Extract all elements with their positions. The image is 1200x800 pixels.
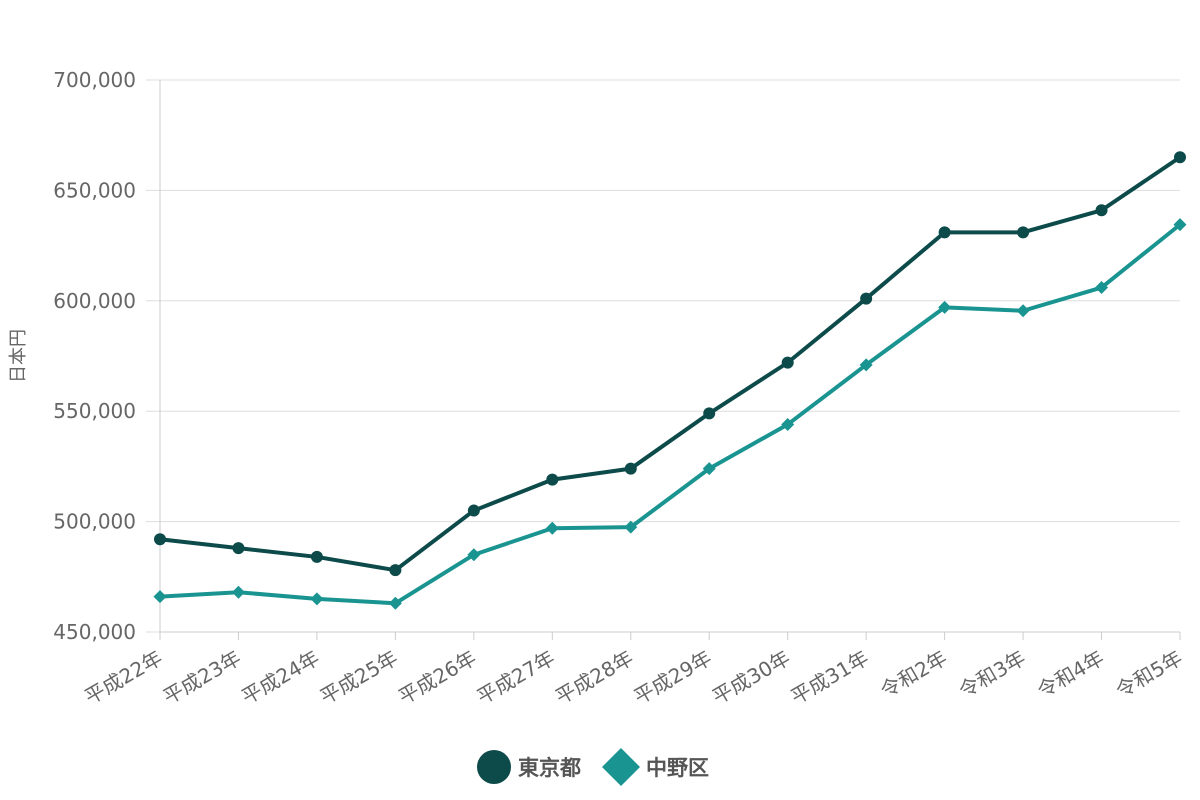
data-point[interactable]: [624, 462, 637, 475]
data-point[interactable]: [467, 504, 480, 517]
data-point[interactable]: [702, 462, 716, 476]
data-point[interactable]: [467, 548, 481, 562]
legend[interactable]: 東京都 中野区: [477, 748, 709, 786]
y-tick-label: 700,000: [53, 68, 136, 92]
data-point[interactable]: [154, 533, 166, 546]
data-point[interactable]: [232, 542, 245, 555]
series-1: [154, 151, 1186, 577]
data-point[interactable]: [310, 550, 323, 563]
x-tick-label: 令和4年: [1033, 646, 1108, 703]
series-layer: [153, 151, 1187, 610]
data-point[interactable]: [1174, 151, 1186, 164]
y-tick-label: 600,000: [53, 289, 136, 313]
legend-marker: [477, 750, 511, 784]
data-point[interactable]: [781, 417, 795, 431]
data-point[interactable]: [388, 596, 402, 610]
x-tick-label: 令和2年: [876, 646, 951, 703]
data-point[interactable]: [389, 564, 402, 577]
x-tick-label: 令和3年: [955, 646, 1030, 703]
data-point[interactable]: [781, 356, 794, 369]
data-point[interactable]: [153, 590, 167, 604]
legend-label: 中野区: [646, 756, 709, 780]
y-axis-label: 日本円: [8, 329, 29, 383]
series-line: [159, 223, 1182, 606]
data-point[interactable]: [938, 226, 951, 239]
axes: 450,000 500,000 550,000 600,000 650,000 700,0…: [53, 68, 1186, 709]
legend-label: 東京都: [518, 756, 581, 780]
data-point[interactable]: [310, 592, 324, 606]
x-tick-label: 平成24年: [237, 646, 323, 710]
series-2: [153, 218, 1187, 610]
x-tick-label: 平成29年: [630, 646, 716, 710]
x-tick-label: 平成22年: [80, 646, 166, 710]
legend-marker: [602, 748, 640, 786]
data-point[interactable]: [1016, 304, 1030, 318]
series-line: [159, 155, 1182, 573]
x-tick-label: 平成26年: [394, 646, 480, 710]
data-point[interactable]: [859, 358, 873, 372]
data-point[interactable]: [545, 521, 559, 535]
y-tick-label: 450,000: [53, 620, 136, 644]
x-tick-label: 平成28年: [551, 646, 637, 710]
data-point[interactable]: [703, 407, 716, 420]
x-tick-label: 平成30年: [708, 646, 794, 710]
data-point[interactable]: [624, 520, 638, 534]
x-tick-label: 令和5年: [1112, 646, 1187, 703]
y-tick-label: 500,000: [53, 510, 136, 534]
y-tick-label: 650,000: [53, 178, 136, 202]
x-tick-label: 平成31年: [787, 646, 873, 710]
data-point[interactable]: [1095, 281, 1109, 295]
data-point[interactable]: [546, 473, 559, 486]
gridlines: [146, 79, 1180, 633]
data-point[interactable]: [1017, 226, 1030, 239]
data-point[interactable]: [938, 300, 952, 314]
data-point[interactable]: [231, 585, 245, 599]
x-tick-label: 平成23年: [159, 646, 245, 710]
data-point[interactable]: [1095, 204, 1108, 217]
x-tick-label: 平成25年: [316, 646, 402, 710]
x-tick-label: 平成27年: [473, 646, 559, 710]
legend-item-1[interactable]: 東京都: [477, 750, 581, 784]
data-point[interactable]: [860, 292, 873, 305]
data-point[interactable]: [1173, 218, 1187, 232]
legend-item-2[interactable]: 中野区: [602, 748, 709, 786]
y-tick-label: 550,000: [53, 399, 136, 423]
